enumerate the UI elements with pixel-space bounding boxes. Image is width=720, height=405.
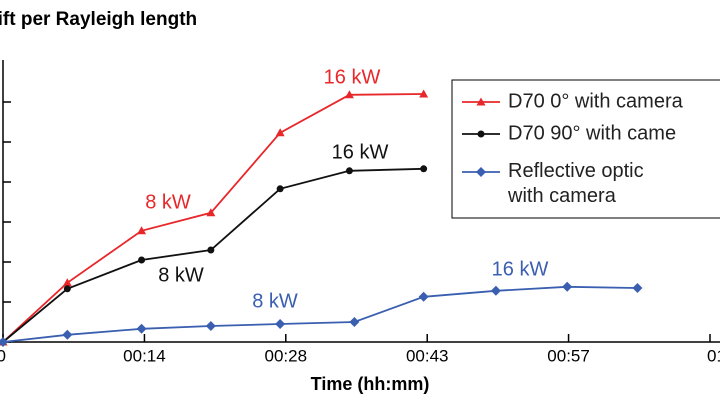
chart-title: us shift per Rayleigh length [0, 9, 197, 30]
data-line [2, 167, 424, 343]
x-tick-label: 00 [0, 346, 6, 365]
annotation: 16 kW [324, 66, 381, 88]
data-point [136, 323, 147, 334]
data-point [477, 130, 485, 138]
annotation: 8 kW [158, 264, 204, 286]
annotation: 16 kW [332, 141, 389, 163]
data-point [344, 90, 354, 99]
data-point [420, 165, 428, 173]
data-point [490, 285, 501, 296]
x-tick-label: 00:14 [123, 346, 166, 365]
x-tick-label: 01 [707, 346, 720, 365]
data-line [2, 93, 424, 343]
data-point [207, 246, 215, 254]
data-point [419, 89, 429, 98]
data-point [276, 185, 284, 193]
x-tick-label: 00:28 [265, 346, 308, 365]
data-point [476, 167, 486, 177]
data-point [62, 329, 73, 340]
data-point [62, 278, 72, 287]
legend-label: D70 0° with camera [508, 90, 684, 112]
data-point [349, 317, 360, 327]
data-line [2, 285, 638, 343]
data-point [632, 283, 643, 293]
x-tick-label: 00:43 [406, 346, 449, 365]
data-point [137, 226, 147, 235]
data-point [476, 97, 486, 106]
x-tick-label: 00:57 [547, 346, 590, 365]
annotation: 16 kW [492, 258, 549, 280]
data-point [275, 319, 286, 329]
legend-box [451, 79, 720, 219]
data-point [205, 321, 216, 331]
x-axis-label: Time (hh:mm) [311, 374, 430, 394]
data-point [275, 128, 285, 137]
data-point [138, 256, 146, 264]
data-point [345, 167, 353, 175]
annotation: 8 kW [145, 191, 191, 213]
data-point [418, 291, 429, 302]
data-point [562, 281, 573, 292]
legend-label: D70 90° with came [508, 122, 676, 144]
data-point [63, 285, 71, 293]
legend-label: Reflective optic with camera [507, 160, 644, 207]
annotation: 8 kW [252, 290, 298, 312]
data-point [0, 337, 8, 347]
data-point [206, 208, 216, 217]
